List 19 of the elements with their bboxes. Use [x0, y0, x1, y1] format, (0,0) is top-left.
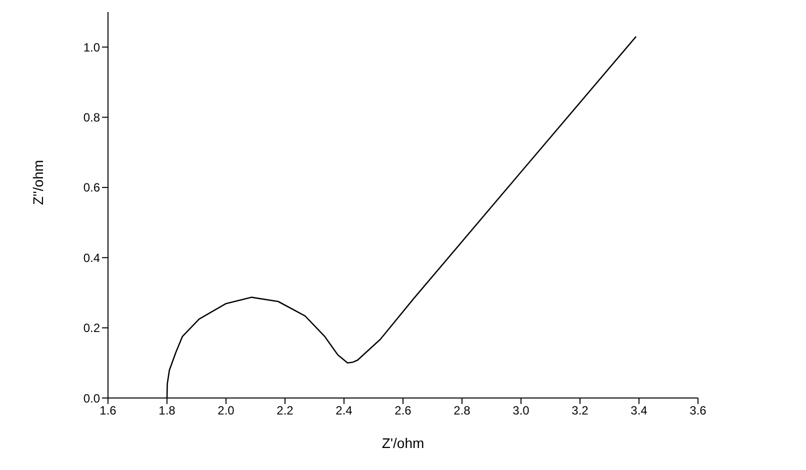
x-tick-label: 1.8 — [158, 404, 176, 418]
x-tick-label: 2.0 — [218, 404, 235, 418]
y-axis-title: Z''/ohm — [30, 160, 46, 205]
y-tick-label: 0.8 — [83, 110, 100, 125]
x-tick-label: 3.4 — [630, 404, 648, 418]
x-tick-label: 3.2 — [572, 404, 589, 418]
x-tick-label: 2.2 — [276, 404, 294, 418]
y-tick-label: 0.0 — [83, 391, 100, 406]
x-tick-label: 2.8 — [454, 404, 471, 418]
y-tick-label: 1.0 — [83, 40, 100, 54]
x-tick-label: 3.0 — [512, 404, 530, 418]
y-tick-label: 0.2 — [83, 321, 100, 336]
x-tick-label: 3.6 — [690, 404, 707, 418]
y-tick-label: 0.4 — [83, 250, 100, 265]
x-axis-title: Z'/ohm — [382, 435, 424, 451]
y-tick-label: 0.6 — [83, 180, 100, 195]
x-tick-label: 2.6 — [394, 404, 412, 418]
x-tick-label: 2.4 — [336, 404, 353, 418]
x-tick-label: 1.6 — [100, 404, 117, 418]
